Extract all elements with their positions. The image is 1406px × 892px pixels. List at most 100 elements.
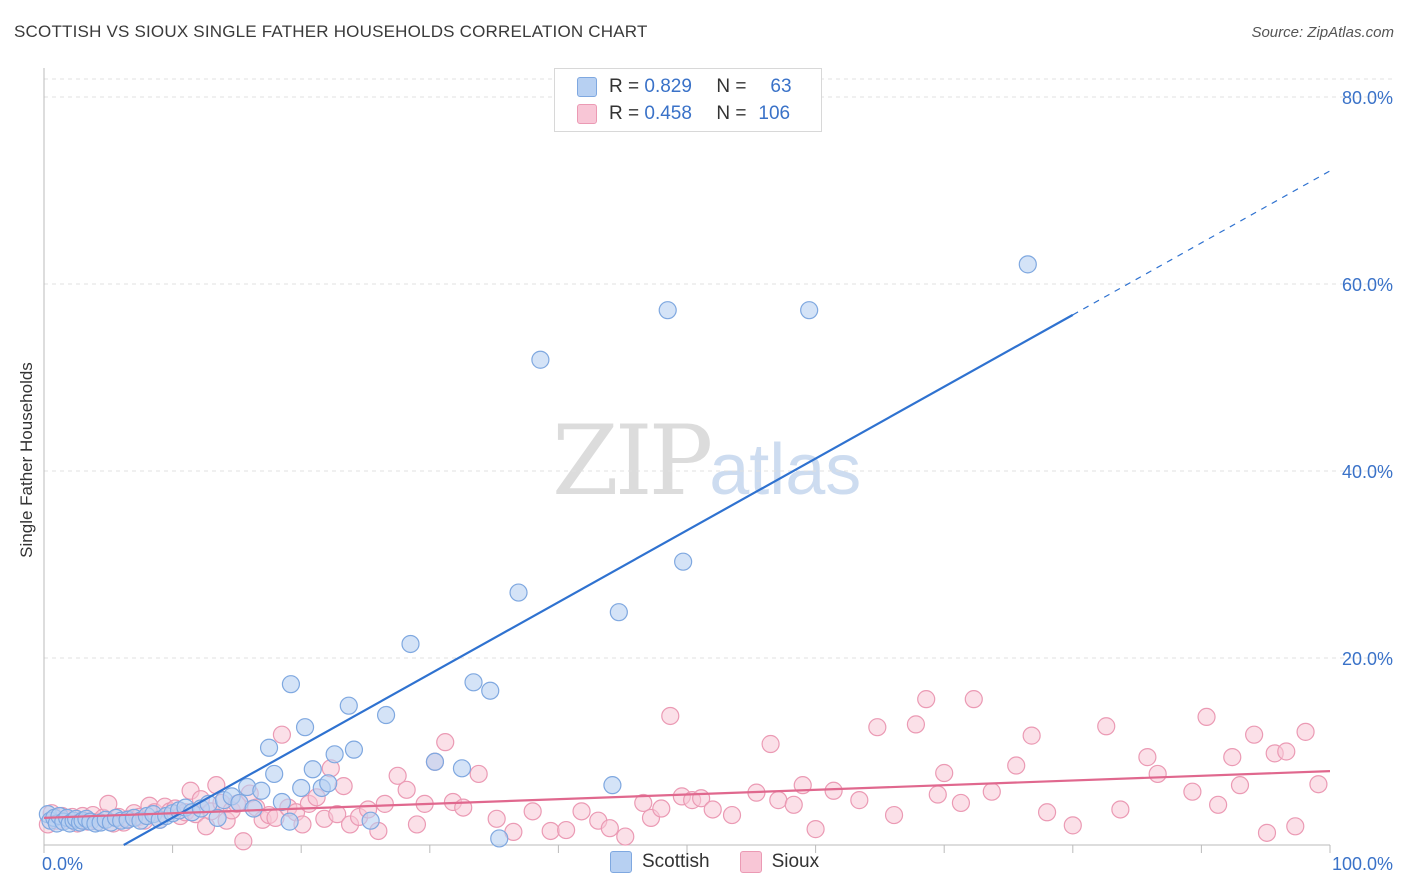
series-legend: Scottish Sioux [610, 851, 849, 873]
sioux-point [703, 800, 722, 819]
scottish-swatch [577, 77, 597, 97]
scottish-point [281, 675, 301, 694]
legend-r-label: R = [609, 76, 640, 97]
source-label: Source: ZipAtlas.com [1251, 24, 1394, 41]
scottish-point [509, 583, 528, 602]
sioux-point [1223, 748, 1242, 767]
scottish-point [339, 696, 358, 715]
scottish-point [658, 301, 677, 320]
sioux-point [1230, 776, 1250, 795]
sioux-point [1111, 800, 1130, 819]
legend-row-scottish: R = 0.829 N = 63 [577, 74, 792, 100]
sioux-point [964, 690, 983, 709]
scottish-point [481, 681, 500, 700]
scottish-point [452, 759, 472, 778]
sioux-point [906, 715, 926, 734]
scottish-swatch [610, 851, 632, 873]
scottish-point [800, 301, 819, 320]
sioux-point [523, 802, 542, 821]
scottish-point [361, 811, 380, 830]
sioux-point [935, 763, 954, 783]
sioux-point [1183, 782, 1202, 801]
legend-row-sioux: R = 0.458 N = 106 [577, 101, 790, 127]
sioux-point [806, 820, 825, 839]
y-tick-label: 20.0% [1342, 649, 1393, 669]
scottish-point [292, 778, 311, 798]
sioux-point [328, 805, 347, 824]
sioux-point [572, 802, 591, 821]
sioux-point [784, 795, 803, 814]
sioux-point [375, 794, 394, 813]
watermark-atlas: atlas [709, 430, 862, 510]
scottish-point [490, 829, 509, 848]
scottish-point [244, 799, 263, 818]
y-axis-label: Single Father Households [17, 362, 36, 558]
legend-r-label: R = [609, 103, 640, 124]
sioux-point [1007, 756, 1026, 775]
sioux-point [600, 819, 619, 838]
scottish-point [376, 705, 396, 725]
scottish-point [1018, 255, 1037, 274]
correlation-legend: R = 0.829 N = 63 R = 0.458 N = 106 [554, 68, 822, 132]
sioux-point [1277, 742, 1296, 761]
sioux-point [1197, 707, 1216, 727]
sioux-point [722, 805, 742, 825]
scottish-point [303, 760, 322, 779]
sioux-point [272, 725, 292, 744]
sioux-point [1296, 722, 1315, 741]
chart-title: SCOTTISH VS SIOUX SINGLE FATHER HOUSEHOL… [14, 22, 648, 41]
sioux-point [1022, 726, 1041, 745]
legend-n-label: N = [716, 103, 747, 124]
sioux-point [982, 782, 1001, 801]
scottish-point [344, 740, 364, 759]
sioux-swatch [739, 851, 762, 873]
sioux-point [407, 815, 427, 834]
legend-n-label: N = [716, 76, 747, 97]
legend-label-scottish: Scottish [642, 851, 710, 872]
sioux-point [917, 690, 936, 709]
sioux-point [1209, 795, 1228, 814]
sioux-point [1245, 725, 1264, 744]
sioux-point [884, 805, 904, 825]
scottish-point [674, 552, 693, 571]
x-tick-label: 100.0% [1332, 854, 1393, 874]
scottish-point [425, 752, 445, 771]
y-tick-label: 80.0% [1342, 88, 1393, 108]
y-tick-label: 40.0% [1342, 462, 1393, 482]
scottish-point [252, 781, 271, 800]
legend-n-value-sioux: 106 [758, 103, 791, 124]
scottish-point [208, 808, 227, 827]
sioux-point [397, 780, 416, 799]
scottish-trendline [123, 313, 1074, 846]
sioux-point [469, 764, 488, 784]
zipatlas-watermark: ZIPatlas [552, 405, 861, 517]
sioux-point [616, 827, 635, 846]
scottish-trendline-extension [1072, 170, 1331, 316]
x-tick-label: 0.0% [42, 854, 83, 874]
scottish-point [464, 673, 483, 692]
sioux-point [1138, 748, 1157, 767]
sioux-point [1063, 816, 1082, 835]
scottish-point [295, 718, 315, 737]
scottish-point [603, 776, 622, 795]
scottish-point [401, 634, 420, 654]
sioux-point [234, 832, 253, 851]
legend-r-value-scottish: 0.829 [644, 76, 692, 97]
legend-item-sioux: Sioux [739, 851, 819, 873]
sioux-point [824, 781, 843, 800]
scottish-point [272, 792, 292, 812]
scottish-point [259, 738, 279, 757]
sioux-point [769, 791, 788, 810]
sioux-point [1148, 764, 1167, 784]
sioux-point [850, 791, 869, 810]
scottish-point [609, 603, 628, 622]
sioux-point [928, 785, 947, 804]
sioux-point [1097, 717, 1116, 736]
legend-item-scottish: Scottish [610, 851, 710, 873]
sioux-point [868, 718, 887, 737]
scottish-point [325, 745, 344, 764]
sioux-point [334, 776, 353, 796]
sioux-point [951, 793, 971, 813]
sioux-point [1286, 817, 1305, 836]
watermark-zip: ZIP [552, 405, 713, 517]
